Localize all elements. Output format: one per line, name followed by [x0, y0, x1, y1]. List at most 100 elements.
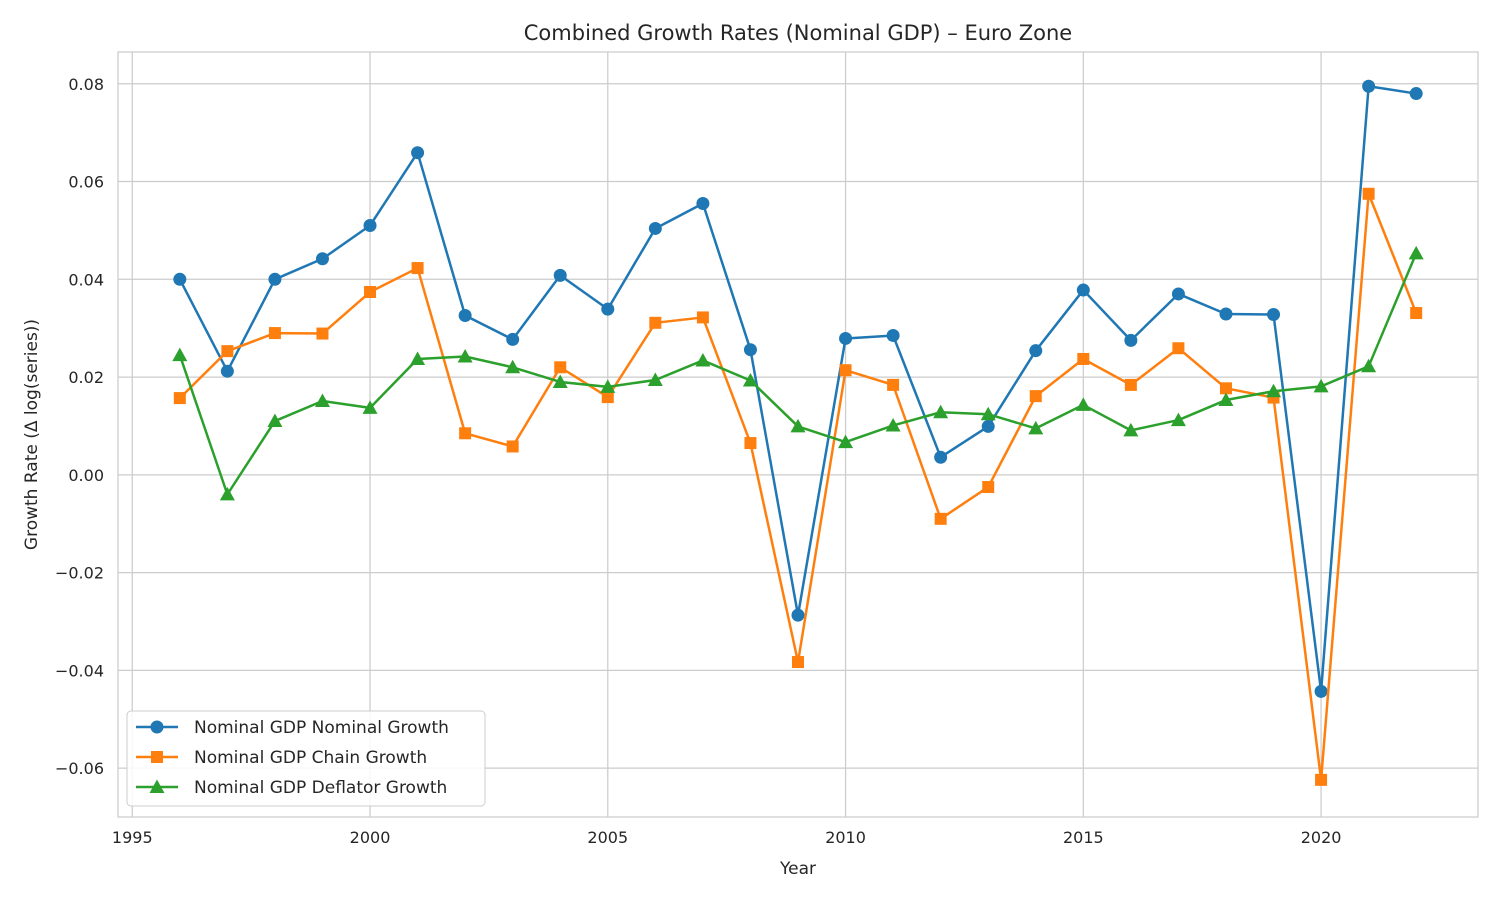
data-point	[601, 302, 615, 316]
y-tick-label: 0.04	[68, 270, 104, 289]
data-point	[1029, 344, 1043, 358]
data-point	[1076, 283, 1090, 297]
series-3	[172, 245, 1424, 501]
data-point	[1028, 420, 1044, 435]
legend-item: Nominal GDP Nominal Growth	[136, 718, 449, 738]
data-point	[647, 372, 663, 386]
data-point	[600, 379, 616, 393]
data-point	[742, 372, 758, 387]
data-point	[1362, 187, 1375, 200]
data-point	[505, 359, 521, 374]
data-point	[1219, 307, 1233, 321]
data-point	[1124, 378, 1137, 391]
data-point	[1314, 684, 1328, 698]
data-point	[316, 327, 329, 340]
data-point	[173, 392, 186, 405]
data-point	[458, 308, 472, 322]
data-point	[791, 608, 805, 622]
data-point	[934, 512, 947, 525]
data-point	[268, 272, 282, 286]
data-point	[1077, 352, 1090, 365]
data-point	[933, 404, 949, 419]
data-point	[695, 352, 711, 367]
data-point	[839, 331, 853, 345]
data-point	[506, 440, 519, 453]
data-point	[649, 316, 662, 329]
y-tick-label: 0.06	[68, 173, 104, 192]
data-point	[1313, 378, 1329, 393]
data-point	[552, 374, 568, 388]
data-point	[887, 378, 900, 391]
data-point	[411, 262, 424, 275]
data-point	[981, 419, 995, 433]
legend-item: Nominal GDP Chain Growth	[136, 748, 427, 768]
data-point	[1124, 333, 1138, 347]
data-point	[839, 364, 852, 377]
data-point	[696, 197, 710, 211]
data-point	[696, 311, 709, 324]
series-2	[173, 187, 1423, 786]
x-tick-label: 2010	[825, 828, 866, 847]
data-point	[410, 351, 426, 365]
x-axis-title: Year	[779, 859, 816, 879]
data-point	[457, 349, 473, 363]
data-point	[221, 345, 234, 358]
data-point	[364, 286, 377, 299]
legend-box	[126, 710, 486, 807]
x-tick-label: 2000	[350, 828, 391, 847]
legend: Nominal GDP Nominal Growth Nominal GDP Ch…	[126, 710, 486, 807]
y-tick-label: −0.04	[55, 661, 104, 680]
y-axis-ticks: −0.06 −0.04 −0.02 0.00 0.02 0.04 0.06 0.08	[55, 75, 104, 778]
data-point	[1171, 287, 1185, 301]
y-axis-title: Growth Rate (Δ log(series))	[22, 319, 42, 550]
data-point	[1218, 392, 1234, 407]
data-point	[885, 417, 901, 432]
y-tick-label: −0.06	[55, 759, 104, 778]
data-point	[982, 481, 995, 494]
data-point	[648, 221, 662, 235]
x-tick-label: 1995	[112, 828, 153, 847]
data-point	[934, 450, 948, 464]
data-point	[554, 361, 567, 374]
data-point	[886, 329, 900, 343]
data-point	[744, 437, 757, 450]
x-axis-ticks: 1995 2000 2005 2010 2015 2020	[112, 828, 1342, 847]
legend-item: Nominal GDP Deflator Growth	[136, 778, 447, 798]
x-tick-label: 2005	[587, 828, 628, 847]
data-point	[1409, 87, 1423, 101]
grid	[118, 52, 1478, 817]
y-tick-label: −0.02	[55, 564, 104, 583]
data-point	[1075, 397, 1091, 411]
data-point	[172, 347, 188, 362]
y-tick-label: 0.00	[68, 466, 104, 485]
data-point	[1408, 245, 1424, 260]
data-point	[601, 391, 614, 404]
legend-label: Nominal GDP Deflator Growth	[194, 778, 447, 798]
data-point	[980, 406, 996, 421]
series-1	[173, 79, 1423, 698]
plot-frame	[117, 51, 1479, 818]
data-point	[553, 268, 567, 282]
data-point	[315, 252, 329, 266]
data-point	[838, 434, 854, 449]
data-point	[411, 146, 425, 160]
data-point	[790, 418, 806, 433]
legend-marker	[150, 720, 164, 734]
data-point	[1123, 422, 1139, 437]
legend-label: Nominal GDP Nominal Growth	[194, 718, 449, 738]
data-point	[362, 400, 378, 414]
data-point	[1266, 383, 1282, 398]
data-point	[1219, 382, 1232, 395]
data-point	[220, 364, 234, 378]
chart-title: Combined Growth Rates (Nominal GDP) – Eu…	[524, 21, 1072, 45]
legend-label: Nominal GDP Chain Growth	[194, 748, 427, 768]
data-point	[363, 219, 377, 233]
x-tick-label: 2020	[1301, 828, 1342, 847]
data-point	[1362, 79, 1376, 93]
data-point	[1267, 307, 1281, 321]
data-point	[1172, 342, 1185, 355]
data-point	[267, 413, 283, 428]
data-point	[1410, 307, 1423, 320]
data-point	[459, 427, 472, 440]
